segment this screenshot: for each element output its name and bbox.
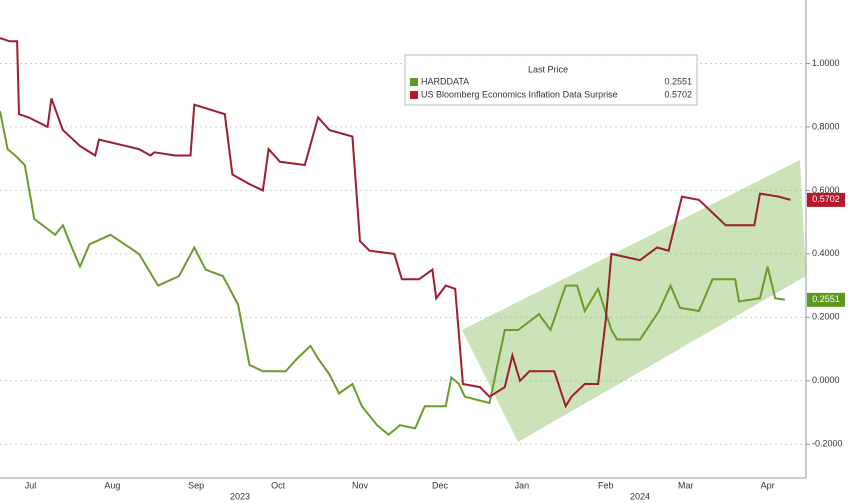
legend-value: 0.5702 (664, 89, 692, 99)
x-tick-label: Aug (104, 480, 120, 490)
x-tick-label: Apr (761, 480, 775, 490)
y-tick-label: -0.2000 (812, 439, 843, 449)
x-tick-label: Mar (678, 480, 694, 490)
x-tick-label: Feb (598, 480, 614, 490)
legend: Last Price HARDDATA 0.2551 US Bloomberg Ec… (404, 54, 698, 106)
x-tick-label: Jan (515, 480, 530, 490)
last-value-tag (807, 292, 845, 307)
y-tick-label: 0.4000 (812, 248, 840, 258)
x-tick-label: Oct (271, 480, 286, 490)
x-tick-label: Jul (25, 480, 37, 490)
lines-layer (0, 37, 791, 436)
year-label: 2024 (630, 491, 650, 501)
last-value-tag (807, 192, 845, 207)
legend-value: 0.2551 (664, 76, 692, 86)
last-value-label: 0.5702 (812, 194, 840, 204)
legend-label: US Bloomberg Economics Inflation Data Su… (421, 89, 618, 99)
year-label: 2023 (230, 491, 250, 501)
y-tick-label: 0.6000 (812, 185, 840, 195)
y-tick-label: 0.0000 (812, 375, 840, 385)
legend-swatch (410, 78, 418, 86)
legend-box (404, 54, 698, 106)
legend-swatch (410, 91, 418, 99)
x-tick-label: Nov (352, 480, 369, 490)
last-value-label: 0.2551 (812, 294, 840, 304)
y-tick-label: 0.2000 (812, 312, 840, 322)
legend-title: Last Price (528, 64, 568, 74)
series-line (0, 110, 785, 436)
x-tick-label: Sep (188, 480, 204, 490)
legend-label: HARDDATA (421, 76, 469, 86)
y-tick-label: 1.0000 (812, 58, 840, 68)
axes-layer: -0.2000 0.0000 0.2000 0.4000 0.6000 0.8000 1.0… (25, 58, 845, 501)
series-line (0, 37, 791, 409)
y-tick-label: 0.8000 (812, 121, 840, 131)
x-tick-label: Dec (432, 480, 449, 490)
